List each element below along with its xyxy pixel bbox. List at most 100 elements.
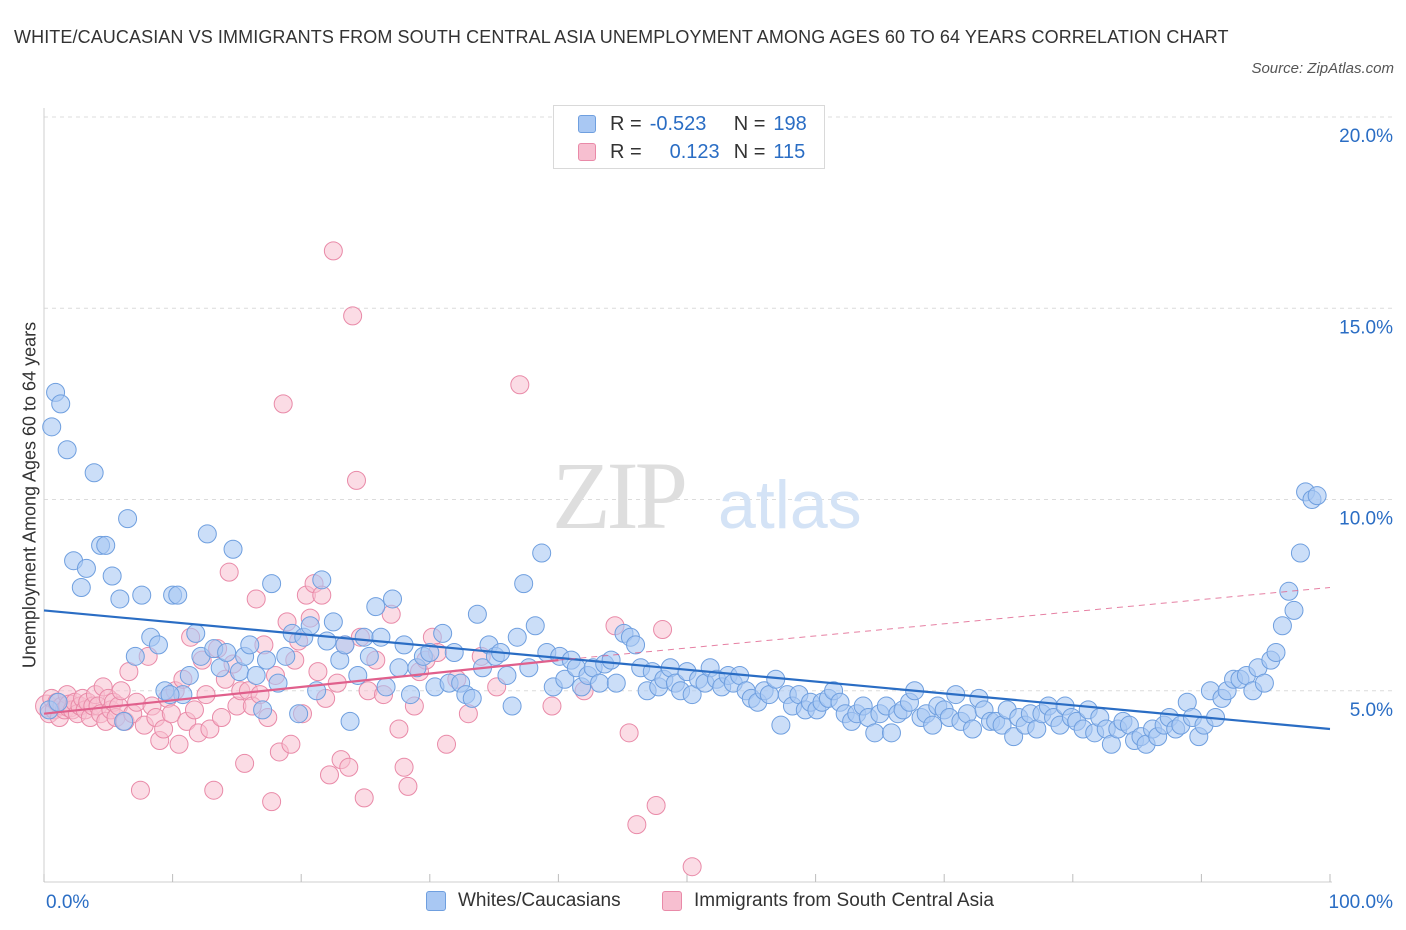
point-immigrants xyxy=(389,719,409,739)
point-whites xyxy=(590,673,610,693)
point-whites xyxy=(240,635,260,655)
point-immigrants xyxy=(111,681,131,701)
point-whites xyxy=(433,623,453,643)
point-whites xyxy=(71,577,91,597)
point-immigrants xyxy=(323,241,343,261)
correlation-legend: R = -0.523 N = 198 R = 0.123 N = 115 xyxy=(553,105,825,169)
axes xyxy=(43,108,1332,883)
point-immigrants xyxy=(653,620,673,640)
point-immigrants xyxy=(262,792,282,812)
point-immigrants xyxy=(646,796,666,815)
point-whites xyxy=(514,574,534,594)
point-whites xyxy=(376,677,396,697)
legend-r-value: -0.523 xyxy=(649,112,707,135)
point-whites xyxy=(1004,727,1024,747)
legend-r-label: R = xyxy=(610,140,642,163)
point-whites xyxy=(467,604,487,624)
trend-line-immigrants-extension xyxy=(558,586,1331,661)
point-immigrants xyxy=(184,700,204,720)
legend-r-value: 0.123 xyxy=(669,140,720,163)
point-whites xyxy=(1266,643,1286,662)
source-note: Source: ZipAtlas.com xyxy=(1251,60,1394,77)
point-immigrants xyxy=(169,734,189,754)
y-tick-label: 10.0% xyxy=(1339,509,1393,530)
point-whites xyxy=(606,673,626,693)
point-immigrants xyxy=(346,470,366,490)
legend-row-immigrants: R = 0.123 N = 115 xyxy=(578,138,805,166)
y-axis-title: Unemployment Among Ages 60 to 64 years xyxy=(19,321,40,669)
point-immigrants xyxy=(211,708,231,728)
point-whites xyxy=(865,723,885,743)
point-immigrants xyxy=(204,780,224,800)
trend-lines xyxy=(43,586,1331,731)
bottom-legend-whites: Whites/Caucasians xyxy=(426,890,621,912)
point-whites xyxy=(923,715,943,735)
point-whites xyxy=(444,643,464,662)
legend-swatch-immigrants xyxy=(578,143,596,161)
legend-n-value: 115 xyxy=(773,140,806,163)
point-whites xyxy=(253,700,273,720)
point-whites xyxy=(300,616,320,636)
y-tick-label: 20.0% xyxy=(1339,126,1393,147)
point-whites xyxy=(148,635,168,655)
point-immigrants xyxy=(627,815,647,835)
legend-n-label: N = xyxy=(733,112,766,135)
point-whites xyxy=(76,558,96,578)
point-immigrants xyxy=(246,589,266,609)
point-whites xyxy=(626,635,646,655)
point-immigrants xyxy=(398,776,418,796)
point-whites xyxy=(262,574,282,594)
point-immigrants xyxy=(682,857,702,877)
bottom-legend-label-whites: Whites/Caucasians xyxy=(458,890,621,911)
point-whites xyxy=(366,597,386,617)
point-whites xyxy=(323,612,343,632)
point-immigrants xyxy=(154,719,174,739)
point-immigrants xyxy=(394,757,414,777)
point-whites xyxy=(51,394,71,414)
trend-line-whites xyxy=(43,609,1331,731)
point-whites xyxy=(268,673,288,693)
point-whites xyxy=(118,509,138,529)
point-immigrants xyxy=(542,696,562,716)
point-whites xyxy=(223,539,243,559)
point-whites xyxy=(383,589,403,609)
watermark-atlas: atlas xyxy=(718,467,862,543)
legend-r-label: R = xyxy=(610,112,642,135)
point-immigrants xyxy=(308,662,328,682)
point-immigrants xyxy=(319,765,339,785)
point-whites xyxy=(462,688,482,708)
point-whites xyxy=(125,646,145,666)
point-whites xyxy=(42,417,62,437)
point-whites xyxy=(555,669,575,689)
point-whites xyxy=(420,643,440,662)
point-whites xyxy=(1307,486,1327,506)
x-tick-label: 0.0% xyxy=(46,892,89,913)
watermark-zip: ZIP xyxy=(552,442,685,549)
point-whites xyxy=(502,696,522,716)
point-immigrants xyxy=(343,306,363,326)
point-whites xyxy=(48,692,68,712)
point-whites xyxy=(96,535,116,555)
point-whites xyxy=(57,440,77,460)
point-whites xyxy=(532,543,552,563)
bottom-legend-immigrants: Immigrants from South Central Asia xyxy=(662,890,994,912)
point-whites xyxy=(168,585,188,605)
point-whites xyxy=(197,524,217,544)
point-immigrants xyxy=(161,704,181,724)
legend-n-value: 198 xyxy=(773,112,807,135)
point-whites xyxy=(317,631,337,651)
point-whites xyxy=(312,570,332,590)
point-whites xyxy=(881,723,901,743)
point-whites xyxy=(1279,581,1299,601)
legend-n-label: N = xyxy=(733,140,766,163)
point-whites xyxy=(1284,600,1304,620)
point-whites xyxy=(507,627,527,647)
point-immigrants xyxy=(196,685,216,705)
tick-labels: 5.0% 10.0% 15.0% 20.0% 0.0% 100.0% xyxy=(46,126,1393,913)
point-whites xyxy=(335,635,355,655)
bottom-legend-label-immigrants: Immigrants from South Central Asia xyxy=(694,890,994,911)
point-whites xyxy=(962,719,982,739)
point-whites xyxy=(179,665,199,685)
series-immigrants-points xyxy=(35,241,702,877)
watermark: ZIP atlas xyxy=(552,442,862,549)
